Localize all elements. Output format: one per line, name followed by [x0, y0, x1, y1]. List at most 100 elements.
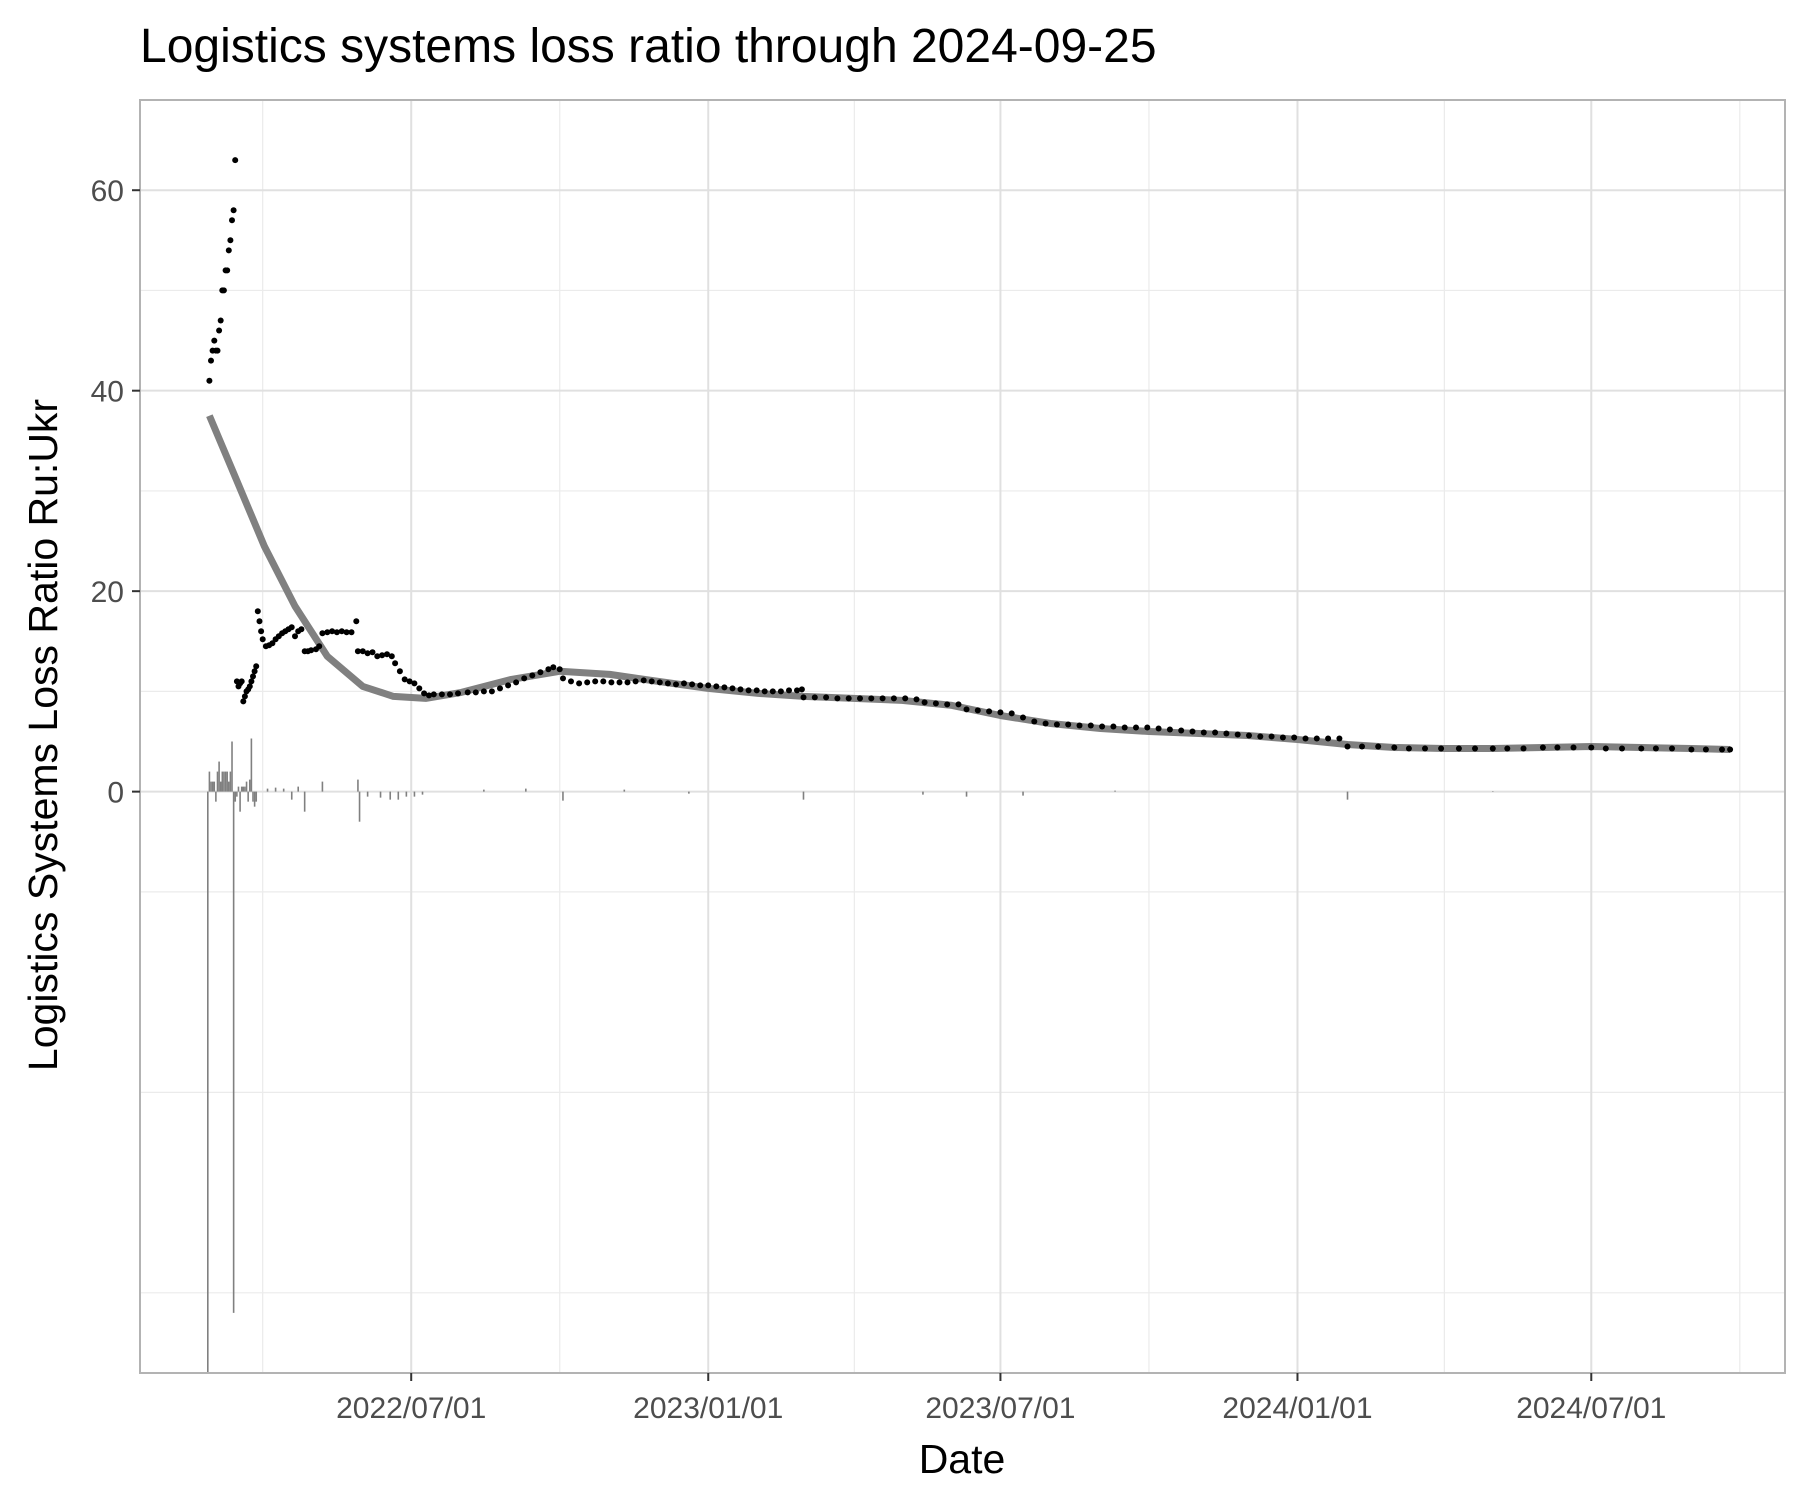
loss-ratio-point: [705, 682, 712, 689]
loss-ratio-point: [713, 683, 720, 690]
loss-ratio-point: [1325, 735, 1332, 742]
loss-ratio-point: [396, 668, 403, 675]
loss-ratio-point: [1042, 720, 1049, 727]
loss-ratio-point: [974, 707, 981, 714]
loss-ratio-point: [656, 679, 663, 686]
loss-ratio-point: [769, 688, 776, 695]
loss-ratio-point: [513, 679, 520, 686]
y-tick-label: 20: [91, 576, 124, 609]
loss-ratio-point: [1570, 744, 1577, 751]
loss-ratio-point: [1076, 722, 1083, 729]
loss-ratio-point: [1554, 744, 1561, 751]
loss-ratio-point: [1588, 744, 1595, 751]
loss-ratio-point: [1336, 735, 1343, 742]
x-axis-title: Date: [919, 1436, 1006, 1482]
loss-ratio-point: [316, 643, 323, 650]
loss-ratio-point: [737, 686, 744, 693]
loss-ratio-point: [353, 618, 360, 625]
loss-ratio-point: [248, 678, 255, 685]
loss-ratio-point: [545, 666, 552, 673]
loss-ratio-point: [343, 629, 350, 636]
loss-ratio-point: [1472, 745, 1478, 752]
loss-ratio-point: [488, 688, 495, 695]
loss-ratio-point: [1359, 743, 1365, 750]
y-tick-label: 0: [107, 777, 124, 810]
loss-ratio-point: [225, 247, 232, 254]
loss-ratio-point: [354, 648, 361, 655]
loss-ratio-point: [230, 207, 237, 214]
loss-ratio-point: [292, 633, 298, 640]
loss-ratio-point: [1702, 746, 1709, 753]
loss-ratio-point: [1638, 745, 1645, 752]
loss-ratio-point: [729, 685, 736, 692]
major-gridlines: [140, 100, 1785, 1373]
loss-ratio-point: [568, 678, 574, 685]
loss-ratio-point: [913, 696, 920, 703]
loss-ratio-point: [206, 377, 213, 384]
loss-ratio-point: [1166, 726, 1173, 733]
loss-ratio-point: [944, 701, 951, 708]
loss-ratio-point: [1223, 730, 1230, 737]
loss-ratio-point: [369, 649, 376, 656]
loss-ratio-point: [384, 651, 390, 658]
loss-ratio-point: [464, 689, 471, 696]
loss-ratio-point: [1133, 724, 1139, 731]
loss-ratio-point: [1065, 721, 1072, 728]
loss-ratio-point: [1669, 745, 1675, 752]
loss-ratio-point: [416, 685, 423, 692]
y-axis-ticks: 0 20 40 60: [91, 175, 140, 810]
loss-ratio-point: [1234, 731, 1241, 738]
loss-ratio-point: [1652, 745, 1659, 752]
loss-ratio-point: [227, 237, 234, 244]
loss-ratio-point: [761, 688, 768, 695]
loss-ratio-point: [608, 679, 615, 686]
loss-ratio-point: [648, 678, 655, 685]
loss-ratio-point: [214, 347, 221, 354]
loss-ratio-point: [224, 267, 231, 274]
loss-ratio-point: [1619, 745, 1625, 752]
loss-ratio-point: [324, 629, 331, 636]
loss-ratio-point: [1178, 727, 1185, 734]
loss-ratio-point: [259, 636, 266, 643]
loss-ratio-point: [576, 680, 583, 687]
loss-ratio-point: [1344, 743, 1351, 750]
loss-ratio-point: [955, 701, 962, 708]
loss-ratio-point: [1020, 714, 1026, 721]
loss-ratio-point: [794, 687, 800, 694]
loss-ratio-point: [374, 653, 381, 660]
loss-ratio-point: [216, 327, 223, 334]
loss-ratio-point: [250, 673, 256, 680]
loss-ratio-point: [1155, 725, 1162, 732]
loss-ratio-point: [359, 648, 366, 655]
loss-ratio-point: [921, 699, 928, 706]
loss-ratio-point: [673, 681, 679, 688]
loss-ratio-point: [220, 287, 227, 294]
loss-ratio-point: [1246, 732, 1252, 739]
loss-ratio-point: [986, 708, 993, 715]
loss-ratio-point: [857, 695, 863, 702]
loss-ratio-point: [664, 680, 671, 687]
loss-ratio-point: [421, 690, 428, 697]
loss-ratio-point: [902, 695, 909, 702]
loss-ratio-point: [798, 686, 805, 693]
loss-ratio-point: [1438, 745, 1445, 752]
loss-ratio-point: [800, 694, 807, 701]
loss-ratio-point: [786, 687, 792, 694]
daily-change-bars: [207, 738, 1494, 1373]
loss-ratio-point: [550, 664, 557, 671]
loss-ratio-point: [208, 357, 214, 364]
y-tick-label: 40: [91, 376, 124, 409]
loss-ratio-point: [472, 689, 479, 696]
loss-ratio-point: [777, 688, 784, 695]
loss-ratio-point: [1144, 724, 1151, 731]
loss-ratio-point: [1302, 735, 1309, 742]
loss-ratio-points: [206, 157, 1734, 753]
loss-ratio-point: [411, 680, 418, 687]
loss-ratio-point: [319, 630, 326, 637]
loss-ratio-point: [592, 678, 599, 685]
chart-title: Logistics systems loss ratio through 202…: [140, 20, 1157, 73]
loss-ratio-point: [890, 695, 897, 702]
loss-ratio-point: [845, 695, 852, 702]
loss-ratio-point: [1719, 746, 1725, 753]
loss-ratio-point: [308, 647, 315, 654]
